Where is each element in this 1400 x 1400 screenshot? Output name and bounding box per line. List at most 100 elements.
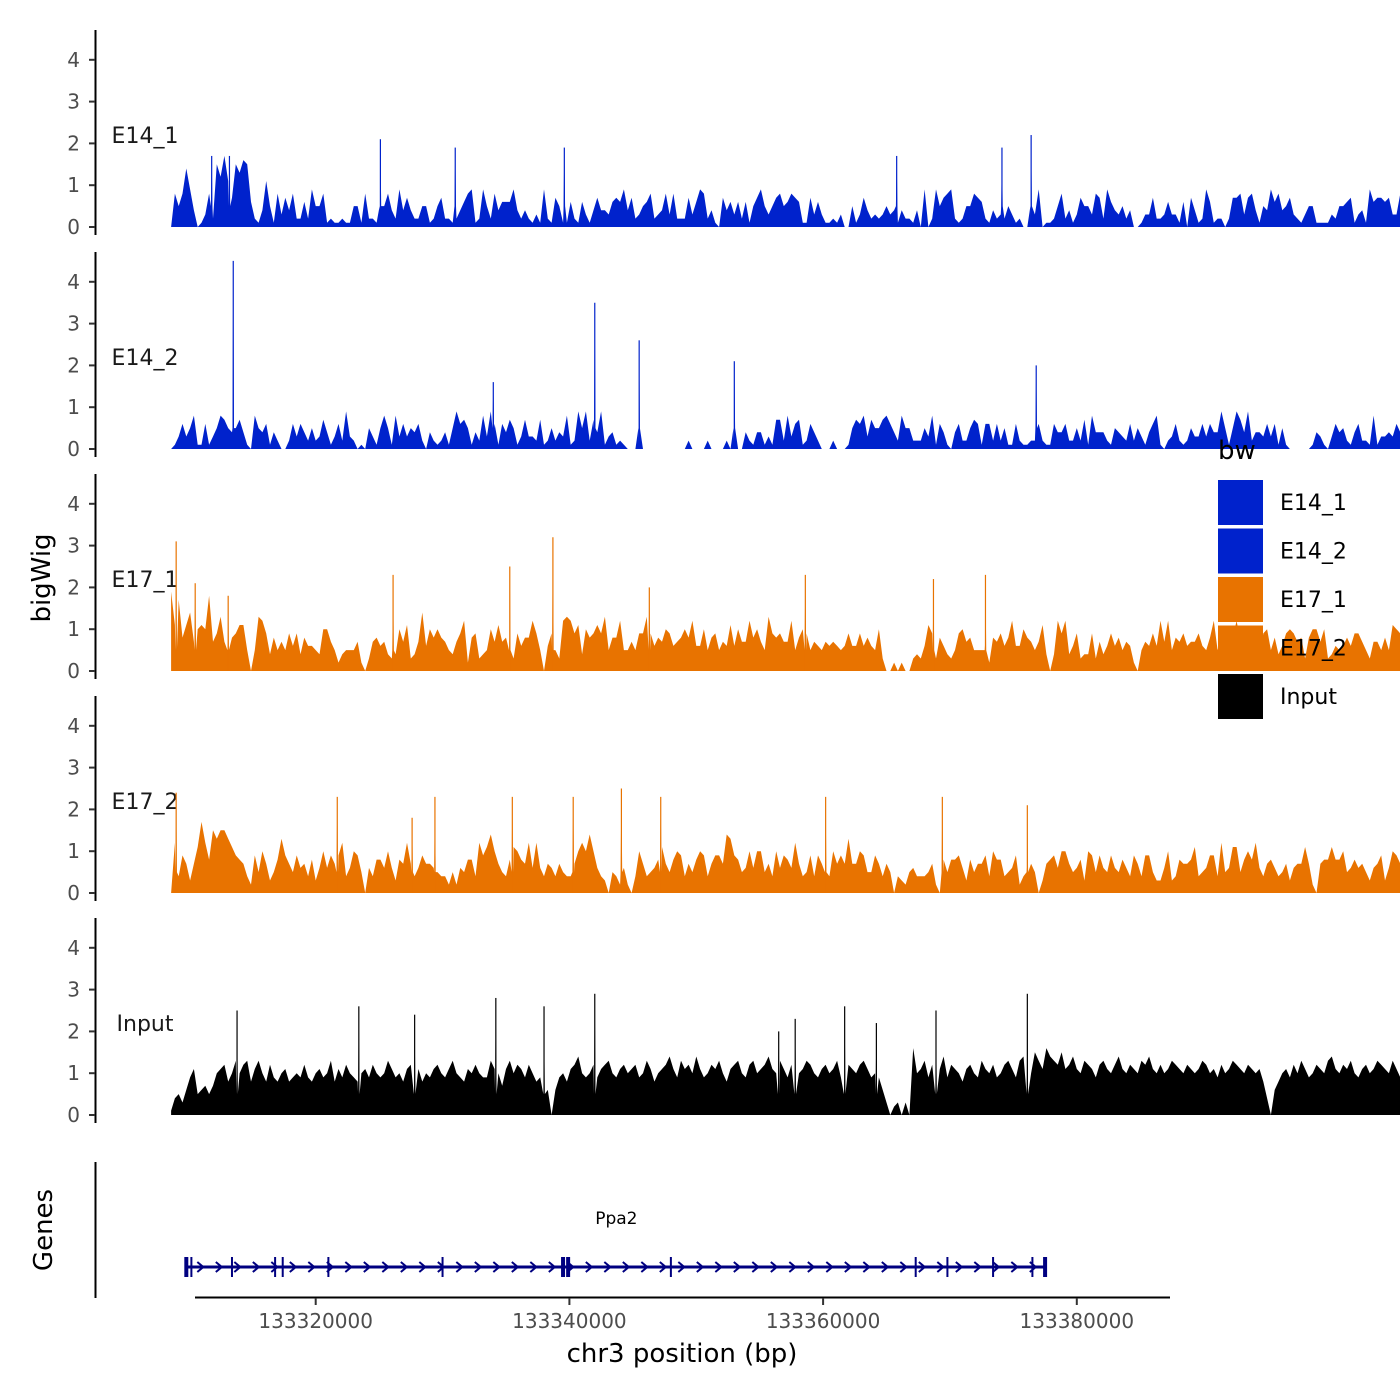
track-e17-1: 0 1 2 3 4 E17_1: [67, 474, 1400, 683]
strand-arrow-icon: [788, 1261, 797, 1273]
gene-exon: [1031, 1257, 1034, 1277]
gene-exon: [184, 1257, 189, 1277]
signal-area-e14-1: [171, 135, 1400, 227]
strand-arrow-icon: [363, 1261, 372, 1273]
y-axis-title: bigWig: [27, 533, 57, 622]
strand-arrow-icon: [455, 1261, 464, 1273]
gene-exon: [914, 1257, 917, 1277]
strand-arrow-icon: [585, 1261, 594, 1273]
track-input: 0 1 2 3 4 Input: [67, 918, 1400, 1127]
strand-arrow-icon: [474, 1261, 483, 1273]
y-tick-label: 0: [67, 215, 80, 239]
gene-exon: [274, 1257, 277, 1277]
strand-arrow-icon: [955, 1261, 964, 1273]
strand-arrow-icon: [973, 1261, 982, 1273]
legend: bw E14_1 E14_2 E17_1 E17_2 Input: [1218, 436, 1347, 719]
y-tick-label: 1: [67, 395, 80, 419]
strand-arrow-icon: [381, 1261, 390, 1273]
gene-exon: [190, 1257, 193, 1277]
strand-arrow-icon: [733, 1261, 742, 1273]
y-tick-label: 4: [67, 270, 80, 294]
legend-key: [1218, 577, 1263, 622]
track-label: E17_2: [112, 790, 179, 815]
legend-key: [1218, 528, 1263, 574]
y-tick-label: 1: [67, 617, 80, 641]
x-axis-title: chr3 position (bp): [567, 1339, 798, 1369]
strand-arrow-icon: [936, 1261, 945, 1273]
signal-area-e17-2: [171, 788, 1400, 893]
gene-exon: [1043, 1257, 1048, 1277]
legend-label: E14_2: [1280, 540, 1347, 565]
strand-arrow-icon: [233, 1261, 242, 1273]
y-tick-label: 0: [67, 437, 80, 461]
y-tick-label: 4: [67, 48, 80, 72]
legend-label: E17_1: [1280, 588, 1347, 613]
x-tick-label: 133360000: [766, 1309, 881, 1333]
legend-key: [1218, 480, 1263, 525]
x-tick-label: 133340000: [512, 1309, 627, 1333]
gene-exon: [946, 1257, 949, 1277]
y-tick-label: 3: [67, 756, 80, 780]
gene-exon: [566, 1257, 571, 1277]
strand-arrow-icon: [289, 1261, 298, 1273]
strand-arrow-icon: [770, 1261, 779, 1273]
gene-exon: [561, 1257, 566, 1277]
y-tick-label: 2: [67, 353, 80, 377]
gene-ppa2: Ppa2: [184, 1209, 1048, 1277]
strand-arrow-icon: [918, 1261, 927, 1273]
y-tick-label: 3: [67, 534, 80, 558]
gene-exon: [669, 1257, 672, 1277]
strand-arrow-icon: [825, 1261, 834, 1273]
strand-arrow-icon: [437, 1261, 446, 1273]
strand-arrow-icon: [899, 1261, 908, 1273]
strand-arrow-icon: [400, 1261, 409, 1273]
track-label: E14_1: [112, 124, 179, 149]
strand-arrow-icon: [307, 1261, 316, 1273]
x-tick-label: 133380000: [1020, 1309, 1135, 1333]
strand-arrow-icon: [344, 1261, 353, 1273]
legend-key: [1218, 625, 1263, 671]
genes-panel: Genes Ppa2: [29, 1162, 1048, 1298]
y-tick-label: 3: [67, 978, 80, 1002]
y-tick-label: 0: [67, 659, 80, 683]
y-tick-label: 2: [67, 1019, 80, 1043]
strand-arrow-icon: [640, 1261, 649, 1273]
y-tick-label: 4: [67, 492, 80, 516]
strand-arrow-icon: [696, 1261, 705, 1273]
strand-arrow-icon: [622, 1261, 631, 1273]
strand-arrow-icon: [252, 1261, 261, 1273]
y-tick-label: 1: [67, 173, 80, 197]
gene-name-label: Ppa2: [595, 1209, 637, 1229]
x-axis: chr3 position (bp) 133320000 133340000 133…: [195, 1296, 1170, 1369]
strand-arrow-icon: [196, 1261, 205, 1273]
signal-area-input: [171, 993, 1400, 1115]
y-tick-label: 2: [67, 575, 80, 599]
y-tick-label: 0: [67, 1103, 80, 1127]
strand-arrow-icon: [677, 1261, 686, 1273]
y-tick-label: 2: [67, 797, 80, 821]
y-tick-label: 4: [67, 936, 80, 960]
track-label: E17_1: [112, 568, 179, 593]
track-e17-2: 0 1 2 3 4 E17_2: [67, 696, 1400, 905]
legend-key: [1218, 674, 1263, 719]
gene-exon: [281, 1257, 284, 1277]
genes-axis-title: Genes: [29, 1189, 59, 1271]
signal-area-e14-2: [171, 260, 1400, 449]
y-tick-label: 3: [67, 90, 80, 114]
strand-arrow-icon: [511, 1261, 520, 1273]
strand-arrow-icon: [862, 1261, 871, 1273]
legend-label: E14_1: [1280, 491, 1347, 516]
strand-arrow-icon: [548, 1261, 557, 1273]
x-tick-label: 133320000: [258, 1309, 373, 1333]
gene-exon: [992, 1257, 995, 1277]
strand-arrow-icon: [881, 1261, 890, 1273]
y-tick-label: 3: [67, 312, 80, 336]
strand-arrow-icon: [992, 1261, 1001, 1273]
strand-arrow-icon: [844, 1261, 853, 1273]
signal-tracks: 0 1 2 3 4 E14_1 0 1 2 3 4 E14_2 0 1 2 3 4 E17_1 0 1 2 3 4 E17_2…: [67, 30, 1400, 1127]
strand-arrow-icon: [418, 1261, 427, 1273]
y-tick-label: 4: [67, 714, 80, 738]
strand-arrow-icon: [492, 1261, 501, 1273]
track-label: E14_2: [112, 346, 179, 371]
